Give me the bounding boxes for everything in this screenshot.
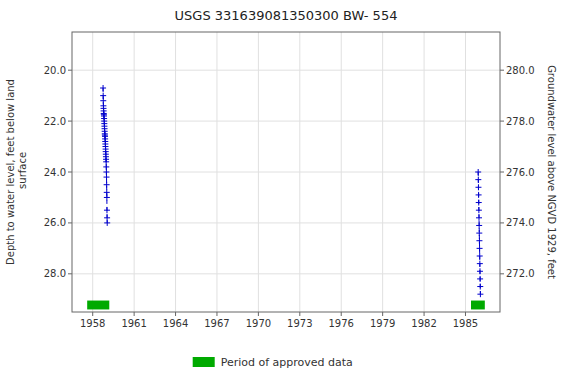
grid bbox=[72, 32, 500, 312]
y2-tick bbox=[500, 273, 504, 274]
x-tick-label: 1979 bbox=[370, 318, 395, 329]
data-point bbox=[476, 230, 482, 236]
data-point bbox=[476, 207, 482, 213]
x-tick bbox=[92, 312, 93, 316]
y-grid-line bbox=[72, 121, 500, 122]
data-point bbox=[476, 200, 482, 206]
y-tick bbox=[68, 273, 72, 274]
x-tick-label: 1958 bbox=[80, 318, 105, 329]
y-tick bbox=[68, 70, 72, 71]
x-tick-label: 1985 bbox=[453, 318, 478, 329]
y-axis-label-line: Depth to water level, feet below land bbox=[5, 79, 16, 265]
y2-tick bbox=[500, 172, 504, 173]
x-tick bbox=[382, 312, 383, 316]
y-tick-label: 22.0 bbox=[44, 116, 66, 127]
y2-tick bbox=[500, 121, 504, 122]
x-tick-label: 1973 bbox=[287, 318, 312, 329]
data-point bbox=[475, 169, 481, 175]
y-grid-line bbox=[72, 70, 500, 71]
legend-swatch bbox=[193, 357, 215, 367]
data-point bbox=[104, 207, 110, 213]
x-tick-label: 1961 bbox=[121, 318, 146, 329]
axes: 1958 1961 1964 1967 1970 1973 1976 1979 1982 1985… bbox=[44, 65, 535, 329]
legend-label: Period of approved data bbox=[221, 356, 353, 369]
data-point bbox=[477, 276, 483, 282]
data-point bbox=[476, 222, 482, 228]
data-point bbox=[475, 184, 481, 190]
y2-axis-label: Groundwater level above NGVD 1929, feet bbox=[546, 65, 557, 279]
data-point bbox=[477, 245, 483, 251]
y-grid-line bbox=[72, 222, 500, 223]
y-tick bbox=[68, 172, 72, 173]
y-tick bbox=[68, 121, 72, 122]
x-tick-label: 1982 bbox=[411, 318, 436, 329]
y-tick bbox=[68, 222, 72, 223]
x-tick bbox=[424, 312, 425, 316]
plot-frame bbox=[72, 32, 500, 312]
x-tick bbox=[299, 312, 300, 316]
data-point bbox=[476, 238, 482, 244]
y2-tick bbox=[500, 70, 504, 71]
chart-title: USGS 331639081350300 BW- 554 bbox=[175, 8, 398, 23]
data-point bbox=[477, 291, 483, 297]
y-tick-label: 26.0 bbox=[44, 217, 66, 228]
approved-period bbox=[87, 301, 109, 310]
y-tick-label: 20.0 bbox=[44, 65, 66, 76]
data-point bbox=[475, 177, 481, 183]
x-tick-label: 1964 bbox=[163, 318, 188, 329]
y-tick-label: 28.0 bbox=[44, 268, 66, 279]
data-point bbox=[104, 174, 110, 180]
y-axis-label: Depth to water level, feet below land su… bbox=[5, 79, 28, 265]
x-tick bbox=[216, 312, 217, 316]
chart: 1958 1961 1964 1967 1970 1973 1976 1979 1982 1985… bbox=[0, 0, 576, 384]
y-grid-line bbox=[72, 273, 500, 274]
y2-tick-label: 274.0 bbox=[506, 217, 535, 228]
x-tick bbox=[258, 312, 259, 316]
y-tick-label: 24.0 bbox=[44, 167, 66, 178]
data-point bbox=[476, 215, 482, 221]
data-point bbox=[104, 194, 110, 200]
data-point bbox=[477, 268, 483, 274]
y2-tick-label: 272.0 bbox=[506, 268, 535, 279]
data-point bbox=[477, 284, 483, 290]
y2-tick bbox=[500, 222, 504, 223]
approved-period bbox=[471, 301, 485, 310]
y2-tick-label: 278.0 bbox=[506, 116, 535, 127]
data-point bbox=[477, 261, 483, 267]
legend: Period of approved data bbox=[193, 356, 353, 369]
x-tick bbox=[465, 312, 466, 316]
x-tick-label: 1967 bbox=[204, 318, 229, 329]
y-grid-line bbox=[72, 172, 500, 173]
y2-tick-label: 280.0 bbox=[506, 65, 535, 76]
plot-area bbox=[87, 85, 485, 309]
data-point bbox=[477, 253, 483, 259]
data-point bbox=[476, 192, 482, 198]
x-tick-label: 1970 bbox=[246, 318, 271, 329]
data-point bbox=[100, 85, 106, 91]
data-point bbox=[104, 182, 110, 188]
x-tick bbox=[175, 312, 176, 316]
y-axis-label-line: surface bbox=[17, 152, 28, 192]
x-tick bbox=[134, 312, 135, 316]
data-point bbox=[104, 220, 110, 226]
x-tick-label: 1976 bbox=[328, 318, 353, 329]
x-tick bbox=[341, 312, 342, 316]
y2-tick-label: 276.0 bbox=[506, 167, 535, 178]
